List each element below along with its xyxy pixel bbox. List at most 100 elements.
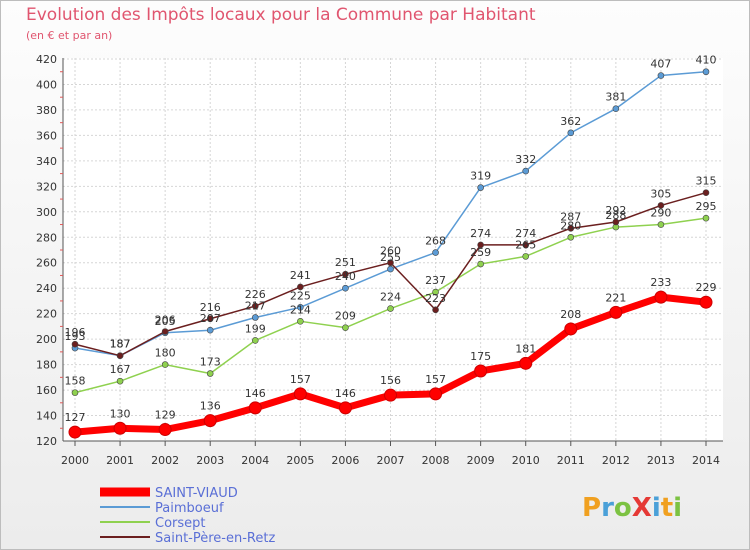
data-label: 274	[470, 227, 491, 240]
x-tick-label: 2001	[106, 454, 134, 467]
data-label: 157	[290, 373, 311, 386]
data-label: 224	[380, 291, 401, 304]
y-tick-label: 200	[36, 333, 57, 346]
data-point	[519, 356, 533, 370]
data-label: 260	[380, 245, 401, 258]
data-point	[342, 324, 349, 331]
y-tick-label: 280	[36, 231, 57, 244]
chart-subtitle: (en € et par an)	[26, 29, 113, 42]
data-point	[654, 290, 668, 304]
logo-letter: i	[652, 493, 661, 523]
data-label: 187	[110, 338, 131, 351]
x-tick-label: 2008	[422, 454, 450, 467]
data-label: 332	[515, 153, 536, 166]
data-point	[206, 326, 214, 334]
data-point	[567, 233, 575, 241]
data-point	[248, 401, 262, 415]
data-point	[116, 352, 124, 359]
data-point	[567, 129, 575, 137]
data-label: 241	[290, 269, 311, 282]
data-point	[477, 241, 484, 249]
data-label: 167	[110, 363, 131, 376]
data-label: 216	[200, 301, 221, 314]
logo-letter: P	[582, 493, 601, 523]
data-label: 146	[335, 387, 356, 400]
data-label: 181	[515, 342, 536, 355]
data-label: 221	[605, 291, 626, 304]
data-label: 251	[335, 256, 356, 269]
data-point	[702, 189, 710, 196]
x-tick-label: 2005	[286, 454, 314, 467]
x-tick-label: 2004	[241, 454, 269, 467]
data-point	[113, 421, 127, 435]
data-point	[567, 225, 575, 232]
data-point	[657, 221, 665, 228]
data-label: 158	[65, 375, 86, 388]
y-tick-label: 180	[36, 359, 57, 372]
data-label: 223	[425, 292, 446, 305]
series-layer	[68, 68, 713, 439]
data-point	[522, 167, 530, 175]
data-label: 265	[515, 238, 536, 251]
y-tick-label: 140	[36, 410, 57, 423]
x-tick-label: 2003	[196, 454, 224, 467]
data-point	[612, 105, 620, 112]
data-label: 381	[605, 91, 626, 104]
data-label: 226	[245, 288, 266, 301]
data-point	[657, 202, 665, 209]
x-tick-label: 2002	[151, 454, 179, 467]
data-point	[251, 302, 259, 310]
data-label: 362	[560, 115, 581, 128]
legend: SAINT-VIAUDPaimboeufCorseptSaint-Père-en…	[100, 486, 275, 546]
y-tick-label: 300	[36, 206, 57, 219]
data-point	[342, 284, 349, 292]
legend-label: Corsept	[155, 516, 206, 531]
y-tick-label: 380	[36, 104, 57, 117]
data-point	[474, 364, 488, 378]
plot-area	[63, 58, 723, 441]
data-label: 287	[560, 210, 581, 223]
data-label: 290	[650, 207, 671, 220]
data-label: 259	[470, 246, 491, 259]
x-tick-label: 2013	[647, 454, 675, 467]
data-label: 146	[245, 387, 266, 400]
data-point	[612, 218, 620, 226]
proxiti-logo: ProXiti	[582, 493, 682, 523]
data-label: 157	[425, 373, 446, 386]
data-point	[702, 68, 710, 76]
data-point	[387, 259, 394, 267]
y-tick-label: 340	[36, 155, 57, 168]
logo-letter: i	[673, 493, 682, 523]
data-label: 175	[470, 350, 491, 363]
data-label: 199	[245, 322, 266, 335]
data-point	[297, 283, 304, 291]
logo-letter: o	[614, 493, 632, 523]
data-label: 240	[335, 270, 356, 283]
data-label: 136	[200, 400, 221, 413]
data-label: 407	[650, 58, 671, 71]
data-label: 255	[380, 251, 401, 264]
data-point	[251, 314, 259, 321]
data-label: 207	[200, 312, 221, 325]
data-point	[161, 361, 169, 368]
chart-title: Evolution des Impôts locaux pour la Comm…	[26, 5, 536, 25]
data-point	[432, 306, 439, 314]
axes: 120 140 160 180 200 220 240 260 280 300 320 340 360 3…	[36, 53, 723, 467]
data-label: 288	[605, 209, 626, 222]
data-labels: 193 187 205 207 217 225 240 255 268 319 332 362 381 4…	[65, 54, 717, 424]
data-point	[116, 377, 124, 385]
data-point	[522, 241, 530, 249]
data-label: 319	[470, 170, 491, 183]
data-point	[477, 184, 484, 191]
data-point	[429, 387, 443, 401]
data-label: 217	[245, 299, 266, 312]
data-label: 229	[696, 281, 717, 294]
data-point	[522, 253, 530, 260]
y-tick-label: 360	[36, 129, 57, 142]
data-label: 180	[155, 347, 176, 360]
y-tick-label: 320	[36, 180, 57, 193]
data-point	[384, 388, 397, 402]
data-point	[71, 340, 79, 348]
data-point	[699, 295, 713, 309]
data-label: 225	[290, 289, 311, 302]
